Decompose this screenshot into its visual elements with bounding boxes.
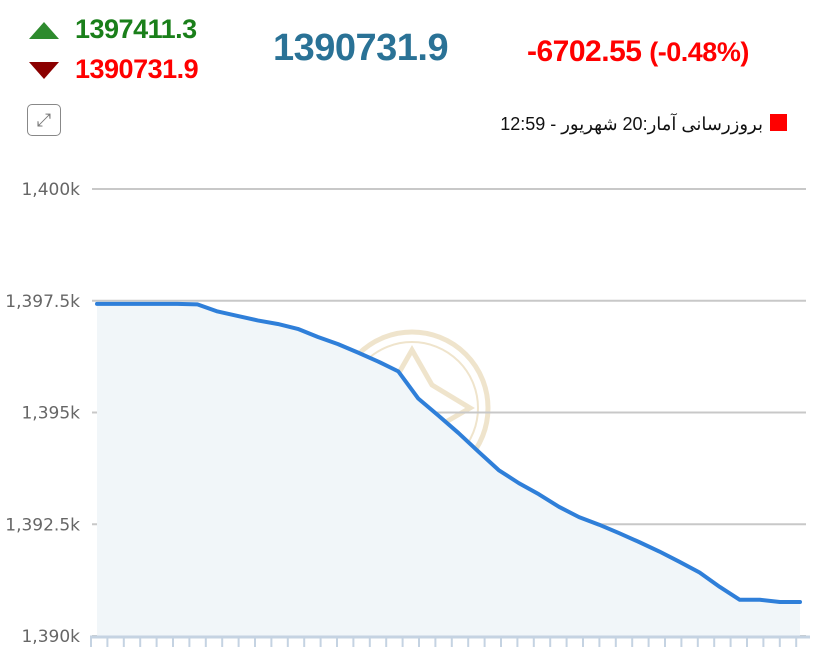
y-tick-label: 1,390k — [21, 627, 80, 647]
y-tick-label: 1,392.5k — [5, 515, 80, 535]
expand-button[interactable]: ⤢ — [27, 104, 61, 136]
x-axis — [90, 635, 810, 647]
change: -6702.55 (-0.48%) — [527, 35, 749, 69]
up-triangle-icon — [29, 22, 59, 39]
last-value: 1390731.9 — [273, 27, 449, 69]
day-low: 1390731.9 — [75, 54, 199, 84]
expand-arrows-icon: ⤢ — [36, 110, 52, 130]
y-tick-label: 1,397.5k — [5, 292, 80, 312]
day-high: 1397411.3 — [75, 14, 197, 44]
area-fill — [97, 303, 800, 636]
y-tick-label: 1,395k — [21, 404, 80, 424]
down-triangle-icon — [29, 62, 59, 79]
change-percent: (-0.48%) — [649, 37, 749, 67]
y-tick-label: 1,400k — [21, 180, 80, 200]
series-line — [95, 301, 802, 605]
legend-marker — [770, 114, 787, 131]
update-label: بروزرسانی آمار:20 شهریور - 12:59 — [500, 114, 763, 134]
update-status: بروزرسانی آمار:20 شهریور - 12:59 — [430, 114, 787, 135]
change-value: -6702.55 — [527, 35, 642, 68]
